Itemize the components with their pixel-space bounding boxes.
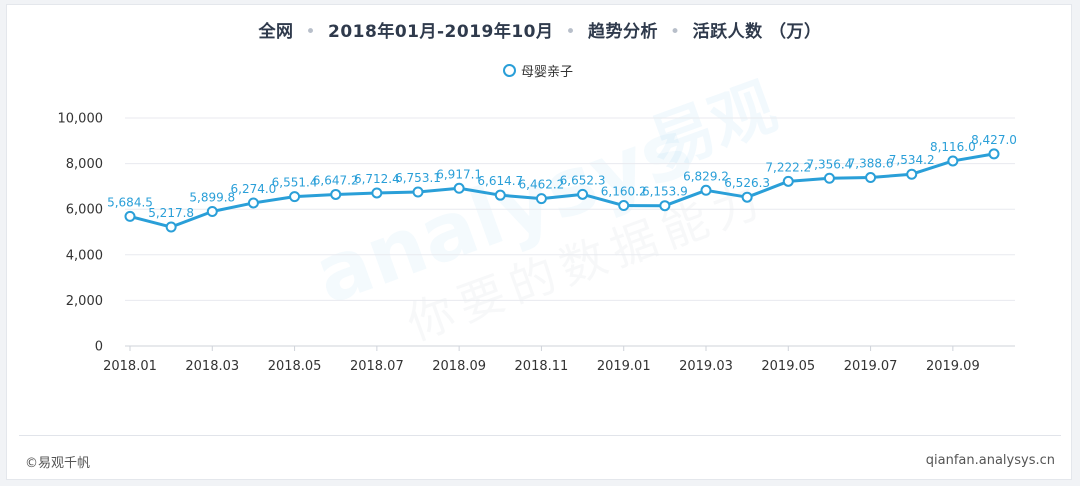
data-point xyxy=(659,200,671,212)
data-point xyxy=(330,188,342,200)
x-tick-label: 2019.07 xyxy=(844,359,898,374)
chart-legend[interactable]: 母婴亲子 xyxy=(503,61,573,80)
data-label: 7,222.2 xyxy=(765,160,811,174)
data-label: 6,917.1 xyxy=(436,167,482,181)
x-tick-label: 2018.03 xyxy=(185,359,239,374)
data-point xyxy=(247,197,259,209)
data-point xyxy=(782,175,794,187)
data-point xyxy=(700,184,712,196)
data-label: 6,153.9 xyxy=(642,185,688,199)
data-point xyxy=(289,191,301,203)
data-point xyxy=(371,187,383,199)
data-label: 6,160.2 xyxy=(601,185,647,199)
data-label: 6,647.2 xyxy=(313,173,359,187)
data-point xyxy=(618,200,630,212)
title-separator: • xyxy=(565,22,577,42)
title-metric: 活跃人数 （万） xyxy=(692,22,822,42)
data-point xyxy=(206,205,218,217)
x-tick-label: 2019.03 xyxy=(679,359,733,374)
data-point xyxy=(823,172,835,184)
data-point xyxy=(577,188,589,200)
data-label: 6,829.2 xyxy=(683,169,729,183)
x-tick-label: 2018.05 xyxy=(268,359,322,374)
data-label: 7,356.4 xyxy=(807,157,853,171)
data-point xyxy=(165,221,177,233)
data-label: 6,551.4 xyxy=(272,176,318,190)
x-tick-label: 2019.05 xyxy=(761,359,815,374)
line-chart: 0 2,000 4,000 6,000 8,000 10,000 2018.01 2018.0… xyxy=(58,112,1017,375)
copyright-text: ©易观千帆 xyxy=(25,456,91,471)
x-tick-label: 2018.01 xyxy=(103,359,157,374)
title-scope: 全网 xyxy=(258,22,294,42)
data-point xyxy=(124,210,136,222)
title-period: 2018年01月-2019年10月 xyxy=(328,22,554,42)
data-label: 8,427.0 xyxy=(971,133,1017,147)
title-separator: • xyxy=(305,22,317,42)
site-url: qianfan.analysys.cn xyxy=(925,453,1055,468)
legend-circle-icon xyxy=(503,64,516,77)
data-point xyxy=(412,186,424,198)
data-label: 6,712.4 xyxy=(354,172,400,186)
data-label: 7,388.6 xyxy=(848,157,894,171)
x-tick-label: 2019.01 xyxy=(597,359,651,374)
data-point xyxy=(535,193,547,205)
data-label: 7,534.2 xyxy=(889,153,935,167)
data-point xyxy=(906,168,918,180)
footer-divider xyxy=(19,435,1061,436)
data-label: 5,684.5 xyxy=(107,195,153,209)
data-label: 6,614.7 xyxy=(477,174,523,188)
x-tick-label: 2019.09 xyxy=(926,359,980,374)
data-point xyxy=(988,148,1000,160)
series-line xyxy=(129,152,995,229)
y-tick-label: 0 xyxy=(95,340,103,355)
data-label: 6,274.0 xyxy=(231,182,277,196)
y-tick-label: 10,000 xyxy=(58,112,104,127)
data-label: 8,116.0 xyxy=(930,140,976,154)
y-tick-label: 8,000 xyxy=(66,157,103,172)
data-label: 6,462.2 xyxy=(519,178,565,192)
chart-title: 全网 • 2018年01月-2019年10月 • 趋势分析 • 活跃人数 （万） xyxy=(7,17,1073,42)
x-tick-label: 2018.07 xyxy=(350,359,404,374)
data-point xyxy=(947,155,959,167)
data-label: 6,753.1 xyxy=(395,171,441,185)
legend-label: 母婴亲子 xyxy=(521,65,574,80)
data-label: 6,652.3 xyxy=(560,173,606,187)
y-tick-label: 6,000 xyxy=(66,203,103,218)
data-label: 5,899.8 xyxy=(189,190,235,204)
data-point xyxy=(865,172,877,184)
data-label: 6,526.3 xyxy=(724,176,770,190)
y-tick-label: 4,000 xyxy=(66,248,103,263)
x-tick-label: 2018.09 xyxy=(432,359,486,374)
y-tick-label: 2,000 xyxy=(66,294,103,309)
x-tick-label: 2018.11 xyxy=(515,359,569,374)
title-separator: • xyxy=(670,22,681,42)
data-point xyxy=(494,189,506,201)
data-label: 5,217.8 xyxy=(148,206,194,220)
data-point xyxy=(453,182,465,194)
data-point xyxy=(741,191,753,203)
title-analysis: 趋势分析 xyxy=(588,22,659,42)
chart-card: 全网 • 2018年01月-2019年10月 • 趋势分析 • 活跃人数 （万） 母婴亲子 … xyxy=(6,4,1072,480)
